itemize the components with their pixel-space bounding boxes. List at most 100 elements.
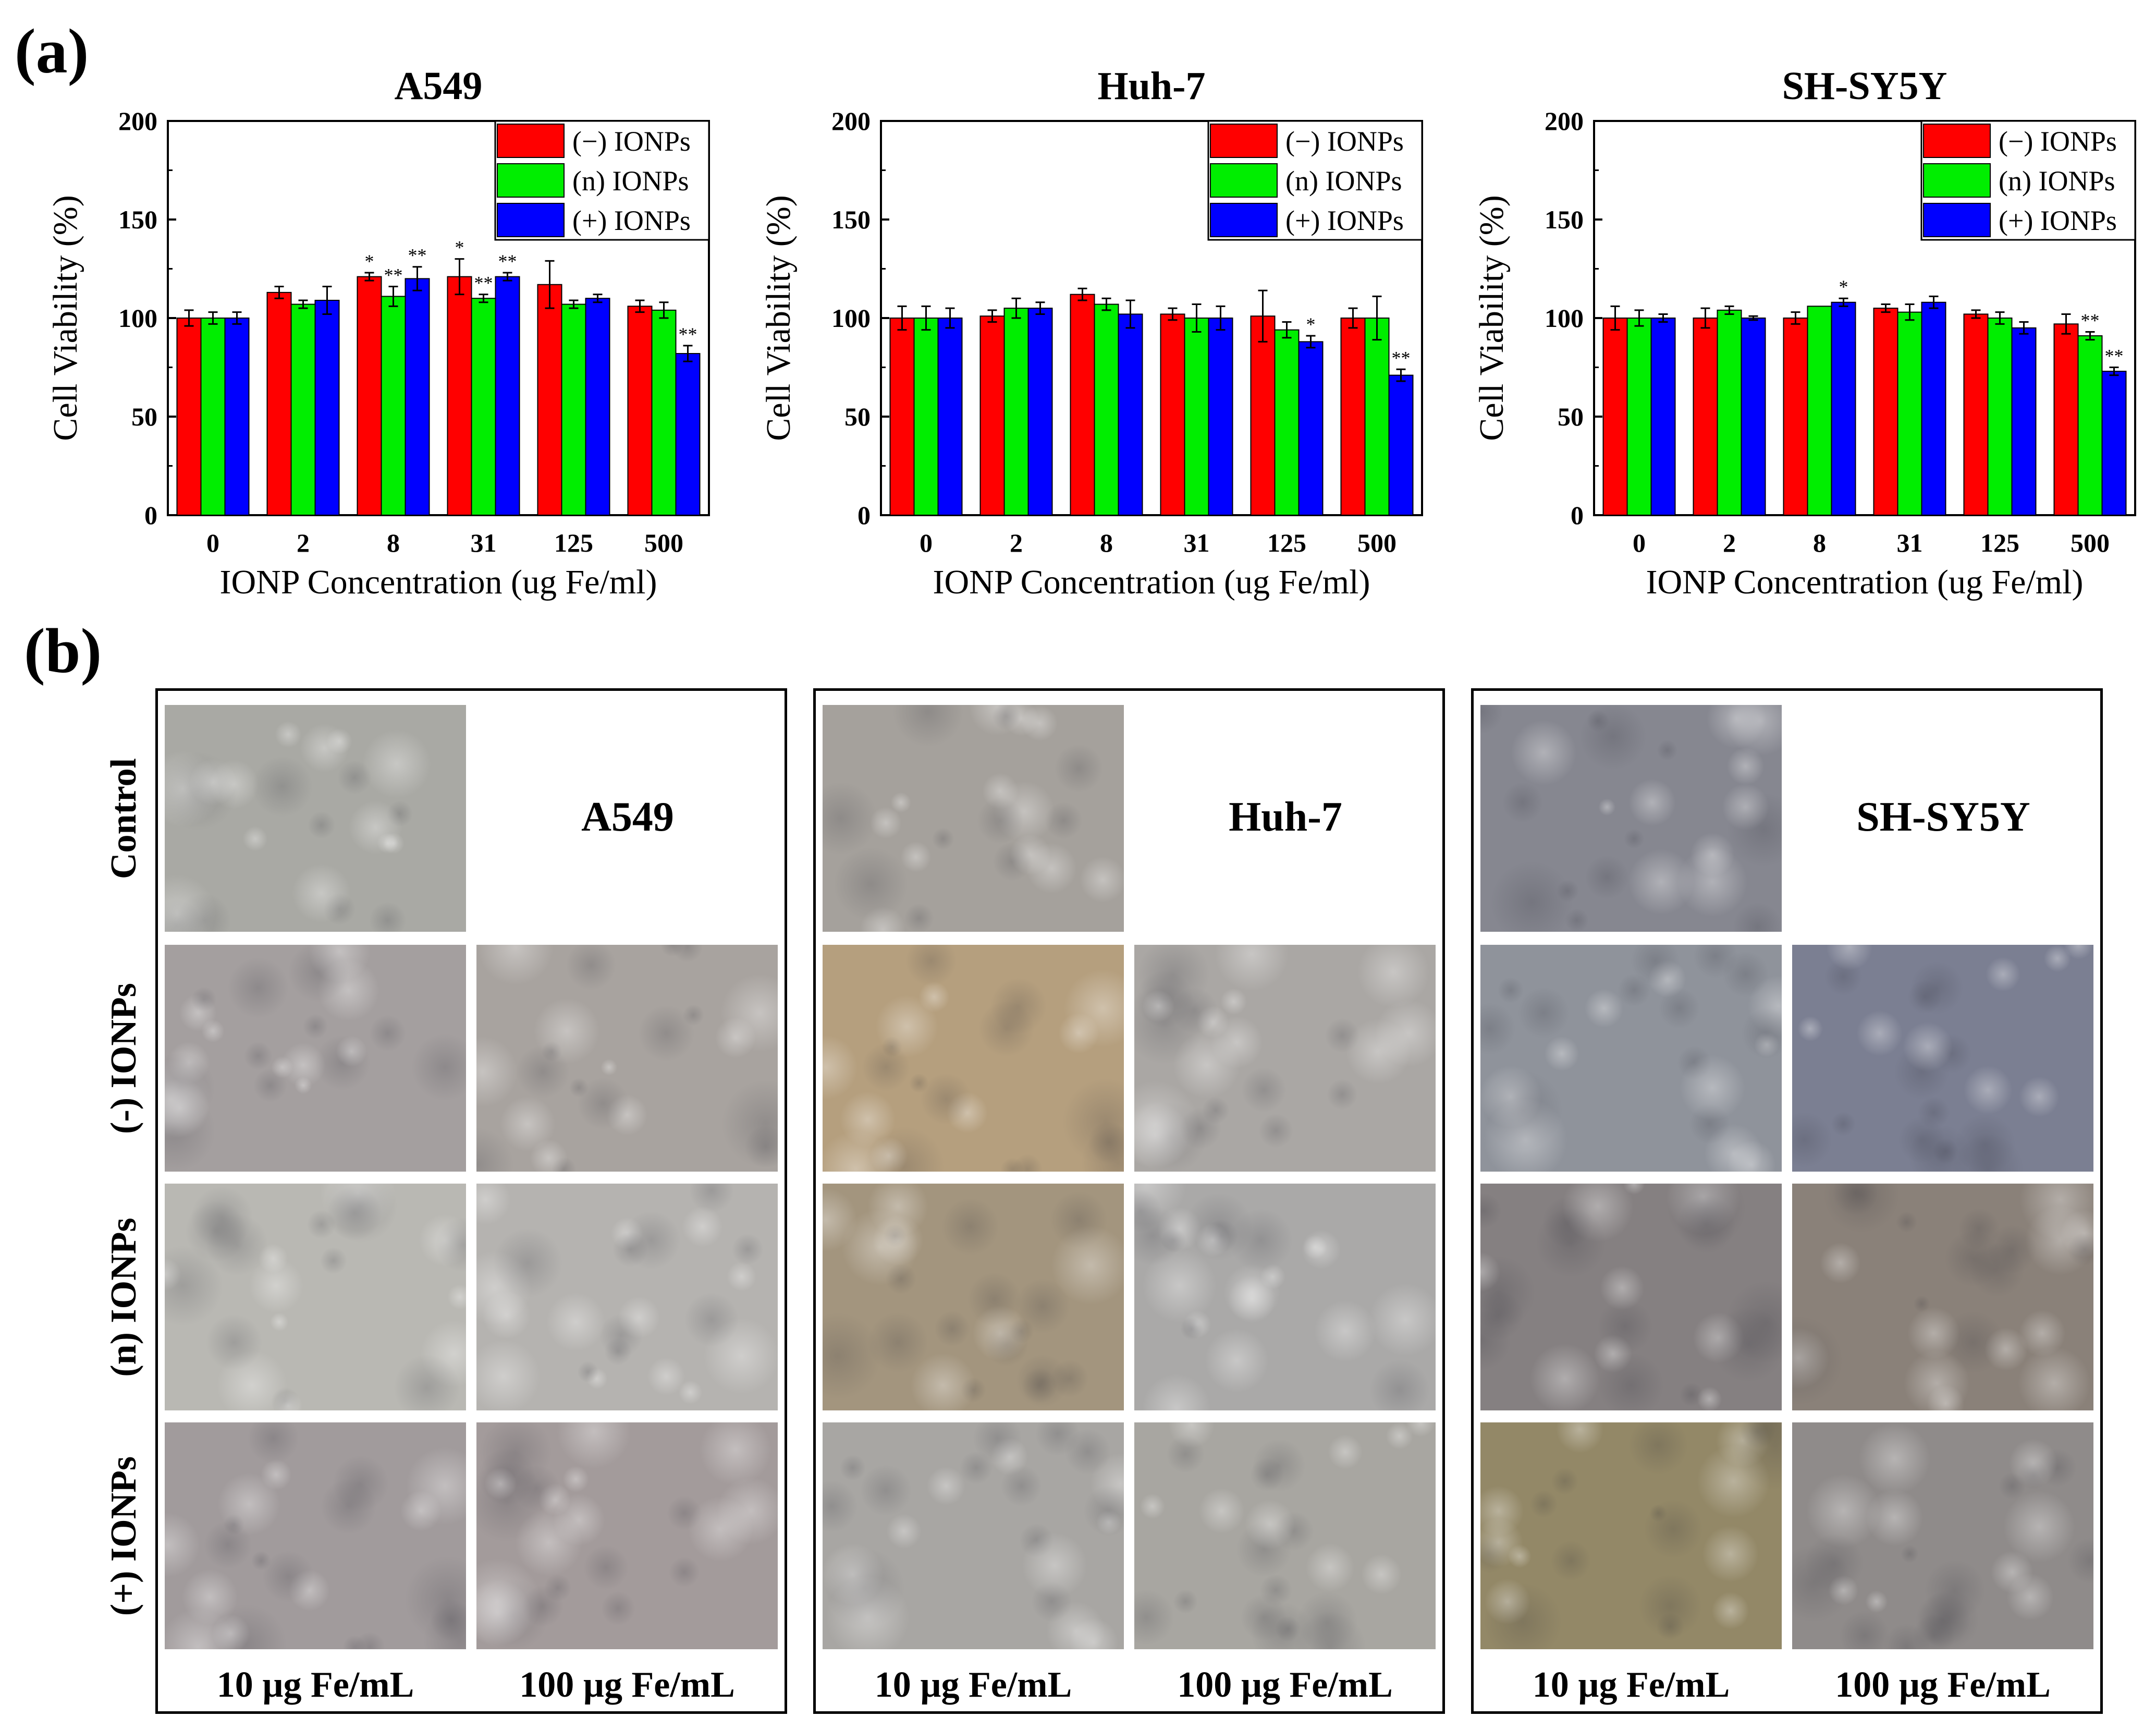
micrograph-group-box [813,688,1445,1714]
micrograph-tile [165,945,466,1172]
micrograph-tile [1134,1184,1436,1410]
bar [1693,318,1718,516]
legend-label: (n) IONPs [572,165,689,197]
x-tick-label: 31 [1184,528,1210,557]
legend-swatch [1210,203,1278,237]
bar [405,278,430,516]
bar [1298,341,1324,516]
bar [471,298,496,516]
legend-label: (−) IONPs [1285,126,1404,157]
x-tick-label: 500 [644,528,683,557]
cell-line-label: A549 [581,794,674,840]
legend-swatch [497,163,565,198]
x-axis-title: IONP Concentration (ug Fe/ml) [933,563,1370,601]
legend-label: (+) IONPs [572,205,691,236]
bar [2011,327,2037,516]
x-tick-label: 0 [206,528,219,557]
significance-mark: ** [474,273,493,294]
significance-mark: ** [498,251,517,272]
bar [1274,329,1300,516]
y-tick-label: 50 [844,402,871,431]
y-tick-label: 100 [118,303,157,333]
bar [979,315,1005,516]
significance-mark: ** [2105,346,2124,367]
column-label: 100 µg Fe/mL [1177,1665,1393,1705]
legend-label: (+) IONPs [1999,205,2117,236]
bar [1897,311,1922,516]
bar [913,318,939,516]
cell-line-label: Huh-7 [1229,794,1342,840]
significance-mark: ** [1392,347,1411,368]
column-label: 100 µg Fe/mL [519,1665,735,1705]
bar [495,276,520,516]
bar [585,298,610,516]
significance-mark: * [365,251,374,272]
legend-swatch [1923,163,1991,198]
column-label: 10 µg Fe/mL [874,1665,1072,1705]
y-tick-label: 200 [1545,106,1584,136]
bar [1184,318,1209,516]
bar [1873,308,1898,516]
chart-title: SH-SY5Y [1782,64,1947,108]
x-tick-label: 2 [1010,528,1023,557]
legend-label: (+) IONPs [1285,205,1404,236]
y-tick-label: 150 [118,205,157,234]
column-label: 100 µg Fe/mL [1835,1665,2051,1705]
row-label: Control [104,758,144,879]
micrograph-tile [165,1184,466,1410]
bar [1340,318,1366,516]
x-tick-label: 31 [471,528,497,557]
micrograph-tile [476,1422,778,1649]
x-tick-label: 8 [387,528,400,557]
x-tick-label: 31 [1897,528,1923,557]
bar [537,284,562,516]
row-label: (+) IONPs [104,1456,144,1616]
micrograph-tile [1792,945,2093,1172]
x-tick-label: 0 [920,528,933,557]
y-tick-label: 50 [1558,402,1584,431]
bar [1717,309,1742,516]
bar [651,309,677,516]
significance-mark: ** [679,324,697,345]
y-tick-label: 0 [1571,501,1584,530]
micrograph-tile [476,945,778,1172]
x-tick-label: 8 [1100,528,1113,557]
micrograph-group-box [155,688,787,1714]
micrograph-group-box [1471,688,2103,1714]
y-tick-label: 150 [1545,205,1584,234]
micrograph-tile [1480,945,1782,1172]
bar [1650,318,1676,516]
bar [290,303,316,516]
micrograph-tile [165,1422,466,1649]
bar [1807,306,1832,516]
x-tick-label: 125 [1980,528,2019,557]
significance-mark: ** [2081,310,2100,331]
significance-mark: ** [408,245,427,266]
x-tick-label: 0 [1633,528,1646,557]
bar [889,318,915,516]
y-axis-title: Cell Viability (%) [46,195,84,441]
chart-title: Huh-7 [1098,64,1206,108]
bar [176,318,202,516]
cell-line-label: SH-SY5Y [1856,794,2030,840]
bar [2101,371,2127,516]
micrograph-control [823,705,1124,932]
legend-swatch [1210,124,1278,158]
bar [1741,318,1766,516]
y-axis-title: Cell Viability (%) [1473,195,1511,441]
column-label: 10 µg Fe/mL [1532,1665,1730,1705]
panel-b-label: (b) [24,616,102,686]
legend-swatch [1923,203,1991,237]
bar [314,299,340,516]
bar [266,291,292,516]
legend-label: (n) IONPs [1999,165,2115,197]
legend-swatch [1210,163,1278,198]
micrograph-tile [823,945,1124,1172]
legend-swatch [497,124,565,158]
significance-mark: ** [384,265,403,286]
micrograph-tile [476,1184,778,1410]
bar [1831,301,1856,516]
bar [1070,294,1095,516]
legend-swatch [497,203,565,237]
